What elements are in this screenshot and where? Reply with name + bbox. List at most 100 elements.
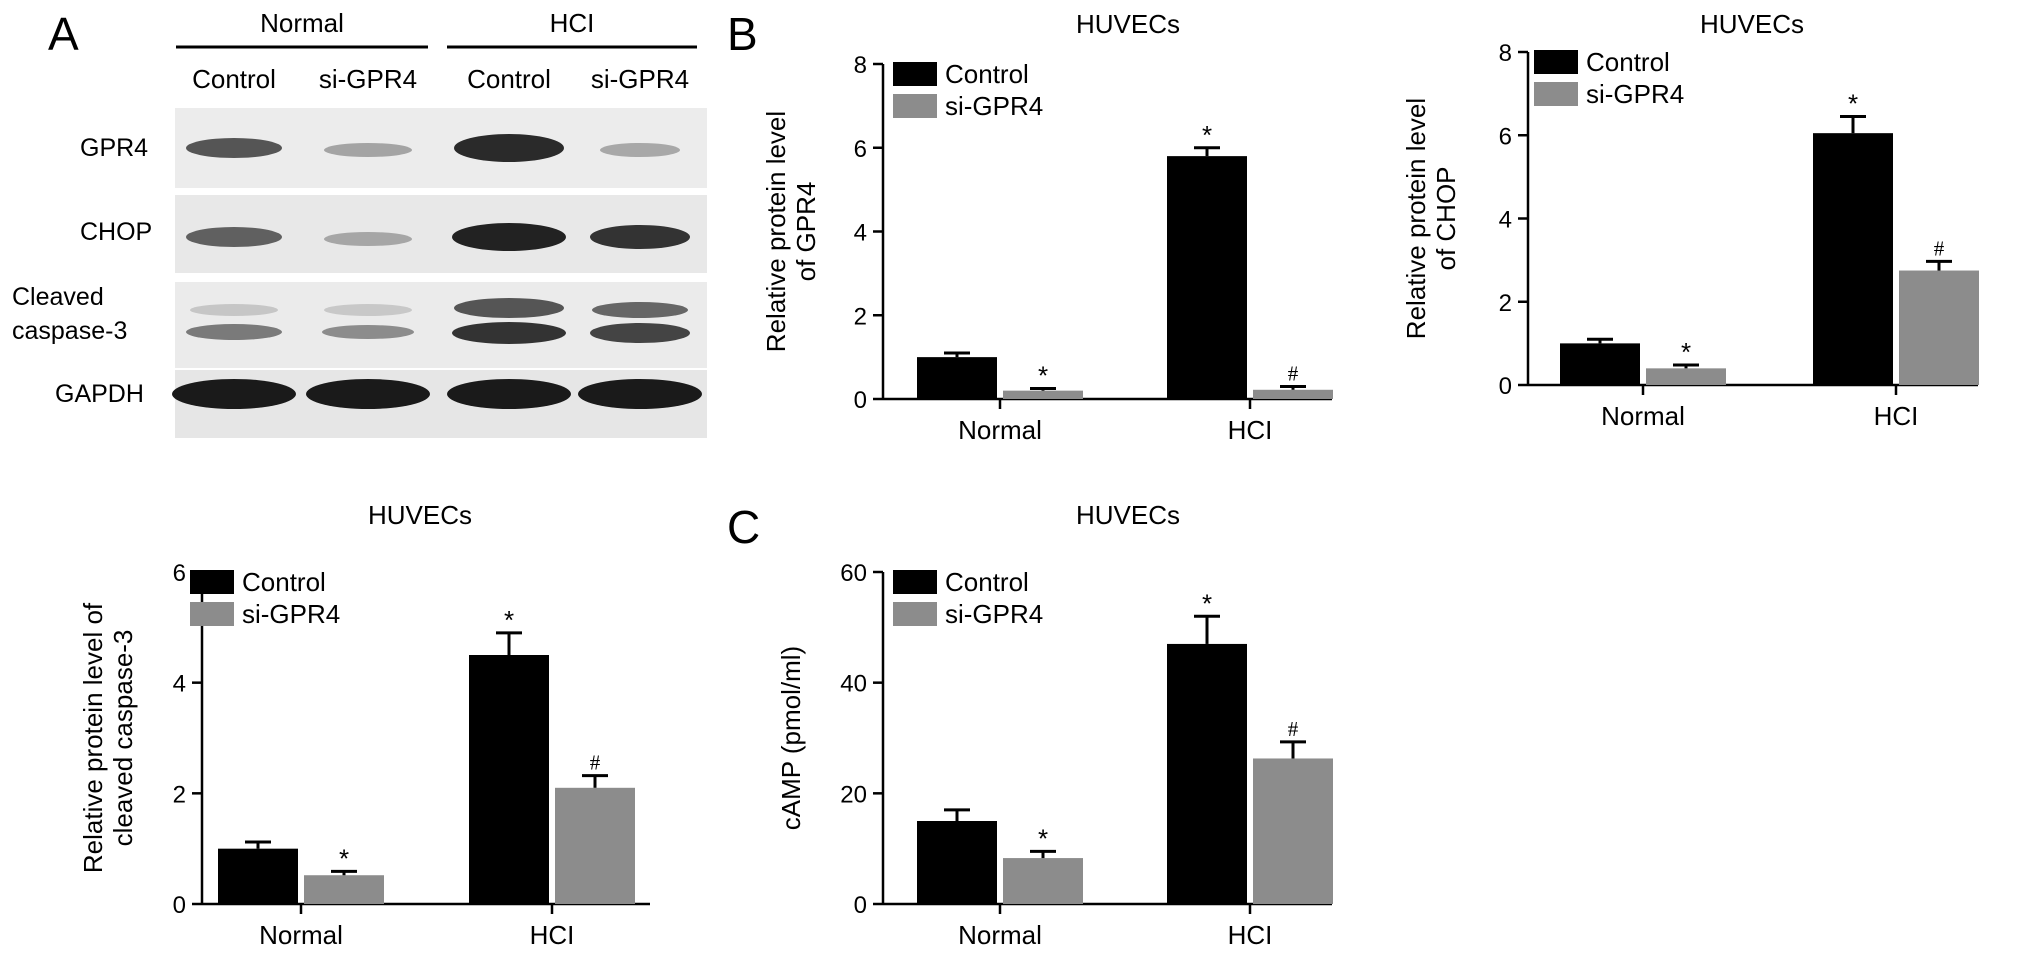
blot-lane-label: Control [192,64,276,94]
y-tick-label: 40 [840,671,867,698]
x-tick-label: HCI [530,920,575,950]
legend-label: Control [1586,47,1670,77]
significance-star: * [1038,361,1048,391]
significance-star: * [339,843,349,873]
legend-swatch [190,570,234,594]
y-tick-label: 2 [1499,290,1512,317]
blot-band [452,322,566,344]
blot-band [447,379,571,409]
y-tick-label: 8 [854,52,867,79]
blot-lane-label: Control [467,64,551,94]
legend-swatch [893,602,937,626]
y-tick-label: 2 [173,781,186,808]
bar-control [1167,643,1247,904]
panel-label-b: B [727,8,758,60]
x-tick-label: HCI [1874,401,1919,431]
bar-si-gpr4 [1646,368,1726,385]
bar-chart: HUVECs 0 2 4 6 Relative protein level ofcleav… [78,500,650,950]
y-axis-label: cAMP (pmol/ml) [776,646,806,830]
bar-si-gpr4 [1253,389,1333,399]
bar-si-gpr4 [1899,270,1979,385]
blot-row-label-cleaved-caspase3: Cleaved caspase-3 [12,283,127,345]
significance-star: * [1202,120,1212,150]
y-tick-label: 6 [854,136,867,163]
blot-band [590,225,690,249]
legend-label: Control [945,59,1029,89]
y-tick-label: 0 [854,892,867,919]
chart-title: HUVECs [1076,500,1180,530]
x-tick-label: Normal [259,920,343,950]
y-tick-label: 6 [173,560,186,587]
legend-label: si-GPR4 [1586,79,1684,109]
significance-star: * [1038,823,1048,853]
blot-group-hci: HCI [550,8,595,38]
bar-charts: HUVECs 0 2 4 6 8 Relative protein levelof GPR4… [78,9,1979,950]
blot-group-normal: Normal [260,8,344,38]
y-tick-label: 4 [1499,207,1512,234]
blot-band [600,143,680,157]
bar-si-gpr4 [304,875,384,904]
y-tick-label: 20 [840,781,867,808]
bar-chart: HUVECs 0 2 4 6 8 Relative protein levelof CHOP… [1401,9,1979,431]
blot-band [454,298,564,318]
y-tick-label: 4 [854,220,867,247]
bar-control [917,821,997,904]
y-tick-label: 2 [854,303,867,330]
blot-band [190,304,278,316]
bar-si-gpr4 [555,787,635,904]
legend-swatch [1534,50,1578,74]
legend-swatch [1534,82,1578,106]
x-tick-label: Normal [958,415,1042,445]
bar-control [1560,343,1640,385]
legend-label: Control [945,567,1029,597]
blot-row-label-gpr4: GPR4 [80,134,148,162]
legend-swatch [893,62,937,86]
blot-band [454,134,564,162]
blot-band [324,232,412,246]
significance-star: * [1848,89,1858,119]
blot-band [592,302,688,318]
blot-band [322,325,414,339]
blot-band [306,379,430,409]
western-blot: Normal HCI Control si-GPR4 Control si-GP… [12,8,707,438]
legend-label: si-GPR4 [945,91,1043,121]
y-tick-label: 0 [854,387,867,414]
significance-star: * [1681,337,1691,367]
blot-band [324,304,412,316]
x-tick-label: HCI [1228,415,1273,445]
blot-lane-label: si-GPR4 [319,64,417,94]
significance-star: * [504,605,514,635]
chart-title: HUVECs [368,500,472,530]
panel-label-a: A [48,8,79,60]
y-axis-label: Relative protein levelof GPR4 [761,111,821,352]
bar-chart: HUVECs 0 20 40 60 cAMP (pmol/ml) Normal HCI * * # C… [776,500,1333,950]
legend-swatch [893,94,937,118]
x-tick-label: HCI [1228,920,1273,950]
significance-hash: # [1934,236,1945,260]
y-tick-label: 0 [1499,373,1512,400]
blot-band [172,379,296,409]
y-tick-label: 60 [840,560,867,587]
legend-swatch [190,602,234,626]
legend-label: si-GPR4 [945,599,1043,629]
blot-band [186,324,282,340]
bar-control [917,357,997,399]
blot-band [578,379,702,409]
y-tick-label: 8 [1499,40,1512,67]
blot-row-label-gapdh: GAPDH [55,380,144,408]
blot-lane-label: si-GPR4 [591,64,689,94]
legend-label: Control [242,567,326,597]
blot-band [186,227,282,247]
bar-control [1167,156,1247,399]
bar-si-gpr4 [1003,858,1083,904]
blot-band [186,138,282,158]
bar-si-gpr4 [1003,390,1083,399]
chart-title: HUVECs [1076,9,1180,39]
blot-band [590,323,690,343]
y-axis-label: Relative protein levelof CHOP [1401,98,1461,339]
y-tick-label: 6 [1499,123,1512,150]
bar-control [469,655,549,904]
chart-title: HUVECs [1700,9,1804,39]
bar-control [1813,133,1893,385]
y-tick-label: 0 [173,892,186,919]
